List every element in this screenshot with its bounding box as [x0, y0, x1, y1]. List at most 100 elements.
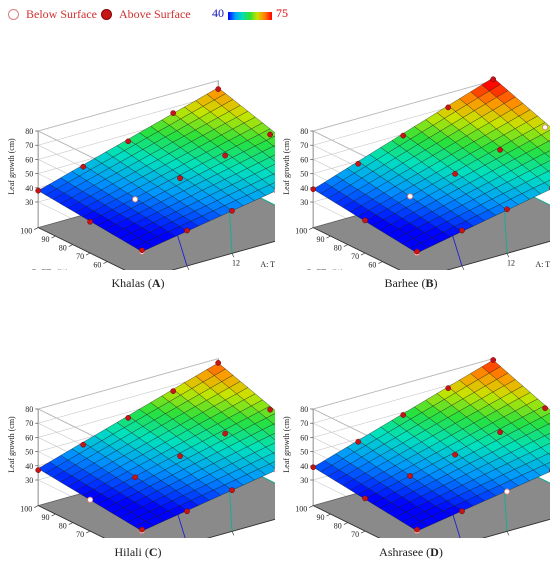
time-axis: 06121824 [506, 531, 515, 538]
time-tick-label: 12 [507, 258, 515, 267]
point-above-surface [497, 147, 503, 153]
etc-axis-label: B: ETc (%) [32, 268, 69, 270]
etc-tick [85, 530, 91, 534]
etc-tick-label: 90 [42, 513, 50, 522]
time-tick [231, 531, 235, 536]
etc-tick-label: 90 [317, 235, 325, 244]
surface-cell [540, 412, 550, 425]
surface-cell [540, 443, 550, 454]
point-above-surface [184, 227, 190, 234]
surface-cell [269, 182, 275, 190]
caption-d-cultivar: Ashrasee [379, 545, 424, 559]
point-above-surface [459, 508, 465, 515]
etc-tick [68, 244, 73, 247]
legend-below-surface: Below Surface [8, 5, 97, 23]
response-surface [37, 87, 275, 252]
etc-tick-label: 80 [334, 522, 342, 531]
etc-tick-label: 100 [295, 505, 307, 514]
z-tick-label: 40 [25, 184, 33, 193]
etc-tick-label: 60 [93, 261, 101, 270]
z-axis: 30 40 50 60 70 80 [300, 405, 314, 485]
time-tick [461, 265, 465, 270]
z-tick-label: 50 [300, 448, 308, 457]
time-tick-label: 12 [507, 536, 515, 538]
z-tick-label: 70 [25, 141, 33, 150]
point-above-surface [407, 473, 413, 479]
z-tick-label: 40 [300, 462, 308, 471]
etc-tick [51, 513, 56, 517]
surface-cell [269, 432, 275, 441]
etc-axis-label: B: ETc (%) [307, 268, 344, 270]
etc-tick-label: 60 [368, 261, 376, 270]
surface-cell [265, 164, 275, 175]
z-tick-label: 60 [25, 433, 33, 442]
point-above-surface [355, 160, 362, 167]
etc-tick [309, 227, 314, 230]
time-tick [506, 253, 510, 258]
etc-tick-label: 50 [386, 269, 394, 270]
time-axis-line [481, 518, 550, 538]
z-tick-label: 30 [25, 476, 33, 485]
time-axis-label: A: Time (months) [260, 260, 275, 269]
point-above-surface [400, 132, 407, 139]
etc-tick-label: 50 [111, 269, 119, 270]
color-scale-max: 75 [276, 6, 288, 20]
surface-cell [273, 452, 275, 455]
point-above-surface [504, 206, 510, 213]
etc-tick [378, 261, 383, 264]
point-above-surface [177, 453, 183, 460]
etc-tick-label: 90 [42, 235, 50, 244]
point-above-surface [87, 218, 93, 225]
z-tick-label: 30 [300, 198, 308, 207]
point-above-surface [400, 412, 407, 418]
etc-axis: 405060708090100 [20, 227, 125, 270]
etc-tick [360, 252, 366, 256]
time-tick [506, 531, 510, 536]
etc-tick-label: 80 [59, 244, 67, 253]
z-tick-label: 40 [300, 184, 308, 193]
z-tick-label: 80 [300, 127, 308, 136]
point-above-surface [80, 441, 87, 448]
point-above-surface [542, 405, 548, 412]
etc-tick [51, 235, 56, 239]
surface-cell [544, 433, 550, 441]
surface-cell [269, 461, 275, 469]
z-tick-label: 70 [300, 419, 308, 428]
z-tick-label: 40 [25, 462, 33, 471]
point-below-surface [132, 196, 139, 203]
point-above-surface [222, 152, 228, 159]
above-surface-marker-icon [101, 8, 112, 20]
legend-above-surface: Above Surface [101, 5, 191, 23]
point-above-surface [125, 138, 132, 145]
chart-barhee: 30 40 50 60 70 80 Leaf growth (cm) 06121824 A: T… [282, 76, 550, 270]
point-above-surface [80, 163, 87, 170]
response-surface [312, 77, 550, 254]
surface-cell [544, 179, 550, 188]
surface-cell [540, 129, 550, 142]
point-above-surface [215, 86, 222, 92]
design-points [310, 76, 550, 257]
point-above-surface [139, 526, 145, 533]
etc-tick-label: 70 [351, 252, 359, 261]
point-above-surface [170, 388, 177, 394]
etc-tick [360, 530, 366, 534]
legend-below-label: Below Surface [26, 6, 97, 21]
etc-tick-label: 100 [20, 227, 32, 236]
point-above-surface [184, 508, 190, 515]
color-scale-bar [228, 12, 272, 20]
point-above-surface [452, 451, 458, 458]
surface-cell [265, 442, 275, 454]
surface-cell [273, 423, 275, 426]
caption-a-letter: A [151, 276, 161, 290]
time-axis-label: A: Time (months) [535, 260, 550, 269]
point-above-surface [445, 385, 452, 392]
caption-b: Barhee (B) [384, 276, 438, 290]
etc-tick-label: 70 [76, 252, 84, 261]
z-axis: 30 40 50 60 70 80 [300, 127, 314, 207]
surface-cell [544, 462, 550, 470]
etc-tick [343, 522, 348, 525]
z-axis-label: Leaf growth (cm) [282, 416, 291, 473]
color-scale-min: 40 [212, 6, 224, 20]
